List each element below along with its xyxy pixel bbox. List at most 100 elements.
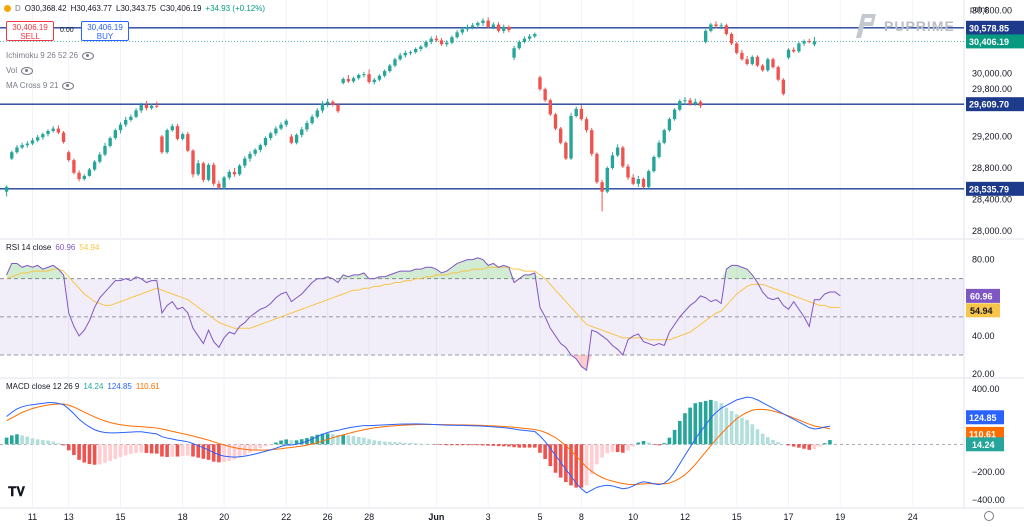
candle-body <box>393 59 397 66</box>
candle-body <box>382 71 387 76</box>
candle-body <box>144 104 149 109</box>
macd-histogram-bar <box>579 444 584 488</box>
candle-body <box>797 43 801 52</box>
macd-histogram-bar <box>543 444 547 459</box>
candle-body <box>253 149 257 154</box>
macd-histogram-bar <box>134 444 138 453</box>
macd-histogram-bar <box>237 444 242 458</box>
macd-histogram-bar <box>367 439 371 445</box>
candle-body <box>802 41 806 44</box>
candle-body <box>77 172 81 180</box>
candle-body <box>812 41 817 45</box>
macd-histogram-bar <box>450 444 454 446</box>
candle-body <box>67 152 71 161</box>
candle-body <box>564 142 568 159</box>
macd-histogram-bar <box>92 444 97 465</box>
macd-histogram-bar <box>657 444 661 446</box>
macd-histogram-bar <box>740 417 744 445</box>
time-tick-label: Jun <box>428 512 444 522</box>
buy-button[interactable]: 30,406.19 BUY <box>81 21 129 41</box>
rsi-ma-line <box>6 266 841 341</box>
macd-histogram-bar <box>724 407 729 445</box>
candle-body <box>429 38 433 42</box>
macd-histogram-bar <box>108 444 112 461</box>
candle-body <box>294 134 299 143</box>
candle-body <box>807 41 811 43</box>
candle-body <box>413 48 418 53</box>
time-tick-label: 5 <box>537 512 542 522</box>
indicator-ichimoku[interactable]: Ichimoku 9 26 52 26 <box>6 51 95 60</box>
candle-body <box>569 115 573 159</box>
candle-body <box>512 48 516 58</box>
gear-icon[interactable] <box>984 511 994 521</box>
eye-icon[interactable] <box>62 81 75 90</box>
candle-body <box>206 164 211 180</box>
candle-body <box>481 20 485 23</box>
macd-histogram-bar <box>77 444 81 460</box>
macd-histogram-bar <box>346 435 351 445</box>
macd-value-label: 124.85 <box>969 413 997 423</box>
candle-body <box>771 59 775 68</box>
candle-body <box>709 24 713 31</box>
indicator-ma-cross[interactable]: MA Cross 9 21 <box>6 81 75 90</box>
candle-body <box>149 105 154 109</box>
candle-body <box>662 130 666 143</box>
level-price-tag <box>966 181 1024 196</box>
indicator-vol[interactable]: Vol <box>6 66 34 75</box>
candle-body <box>129 116 133 120</box>
macd-legend[interactable]: MACD close 12 26 9 14.24 124.85 110.61 <box>6 382 160 391</box>
candle-body <box>683 100 687 102</box>
macd-histogram-bar <box>817 444 822 447</box>
macd-histogram-bar <box>408 442 413 445</box>
candle-body <box>574 108 578 116</box>
rsi-legend[interactable]: RSI 14 close 60.96 54.94 <box>6 243 99 252</box>
time-tick-label: 24 <box>908 512 918 522</box>
macd-histogram-bar <box>605 444 610 454</box>
candle-body <box>626 166 630 178</box>
brand-name: PUPRIME <box>884 18 955 34</box>
rsi-value-tag <box>966 288 1000 303</box>
candle-body <box>227 171 231 178</box>
macd-legend-label: MACD close 12 26 9 <box>6 382 80 391</box>
candle-body <box>124 119 128 125</box>
rsi-value-label: 60.96 <box>970 291 993 301</box>
candle-body <box>305 123 309 130</box>
candle-body <box>590 130 594 154</box>
macd-histogram-bar <box>621 444 625 453</box>
candle-body <box>331 101 335 105</box>
eye-icon[interactable] <box>82 51 95 60</box>
macd-histogram-bar <box>279 440 283 445</box>
macd-histogram-bar <box>574 444 579 488</box>
macd-histogram-bar <box>662 443 667 445</box>
macd-histogram-bar <box>693 403 698 445</box>
macd-histogram-bar <box>512 444 516 448</box>
macd-histogram-bar <box>196 444 201 458</box>
candle-body <box>20 145 24 148</box>
candle-body <box>30 140 35 144</box>
macd-histogram-bar <box>527 444 532 448</box>
macd-histogram-bar <box>336 434 340 445</box>
macd-histogram-bar <box>564 444 568 483</box>
macd-histogram-bar <box>268 444 273 445</box>
sell-button[interactable]: 30,406.19 SELL <box>6 21 54 41</box>
indicator-ma-cross-label: MA Cross 9 21 <box>6 81 59 90</box>
candle-body <box>98 154 102 162</box>
candle-body <box>336 104 340 112</box>
candle-body <box>134 110 138 117</box>
puprime-logo-icon <box>852 12 878 40</box>
candle-body <box>703 30 708 42</box>
candle-body <box>538 77 542 90</box>
candle-body <box>439 40 444 45</box>
macd-histogram-bar <box>97 444 102 465</box>
last-price-label: 30,406.19 <box>969 37 1009 47</box>
macd-histogram-bar <box>677 420 682 445</box>
macd-histogram-bar <box>439 444 444 445</box>
candle-body <box>745 59 749 64</box>
price-axis: 30,800.0030,000.0029,800.0029,600.0029,2… <box>966 5 1024 505</box>
candle-body <box>41 134 45 138</box>
eye-icon[interactable] <box>21 66 34 75</box>
candle-body <box>341 78 345 83</box>
buy-price: 30,406.19 <box>87 23 123 32</box>
macd-histogram-bar <box>828 440 832 445</box>
